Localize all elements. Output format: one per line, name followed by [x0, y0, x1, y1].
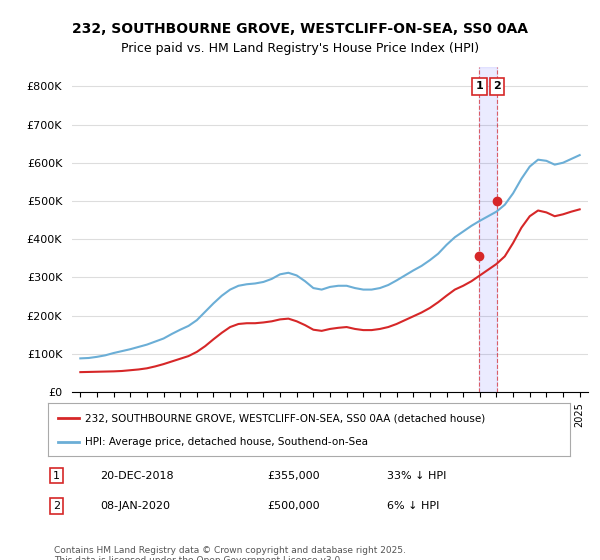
Text: 6% ↓ HPI: 6% ↓ HPI [388, 501, 440, 511]
Text: 33% ↓ HPI: 33% ↓ HPI [388, 470, 446, 480]
Text: 08-JAN-2020: 08-JAN-2020 [100, 501, 170, 511]
Text: £355,000: £355,000 [267, 470, 320, 480]
Text: 2: 2 [493, 81, 501, 91]
Text: 232, SOUTHBOURNE GROVE, WESTCLIFF-ON-SEA, SS0 0AA (detached house): 232, SOUTHBOURNE GROVE, WESTCLIFF-ON-SEA… [85, 413, 485, 423]
Text: £500,000: £500,000 [267, 501, 320, 511]
Text: 1: 1 [53, 470, 60, 480]
Text: 20-DEC-2018: 20-DEC-2018 [100, 470, 174, 480]
Text: HPI: Average price, detached house, Southend-on-Sea: HPI: Average price, detached house, Sout… [85, 436, 368, 446]
Text: Price paid vs. HM Land Registry's House Price Index (HPI): Price paid vs. HM Land Registry's House … [121, 42, 479, 55]
Text: 1: 1 [475, 81, 483, 91]
Text: 2: 2 [53, 501, 61, 511]
Bar [479, 67, 497, 392]
Text: Contains HM Land Registry data © Crown copyright and database right 2025.
This d: Contains HM Land Registry data © Crown c… [54, 546, 406, 560]
Text: 232, SOUTHBOURNE GROVE, WESTCLIFF-ON-SEA, SS0 0AA: 232, SOUTHBOURNE GROVE, WESTCLIFF-ON-SEA… [72, 22, 528, 36]
